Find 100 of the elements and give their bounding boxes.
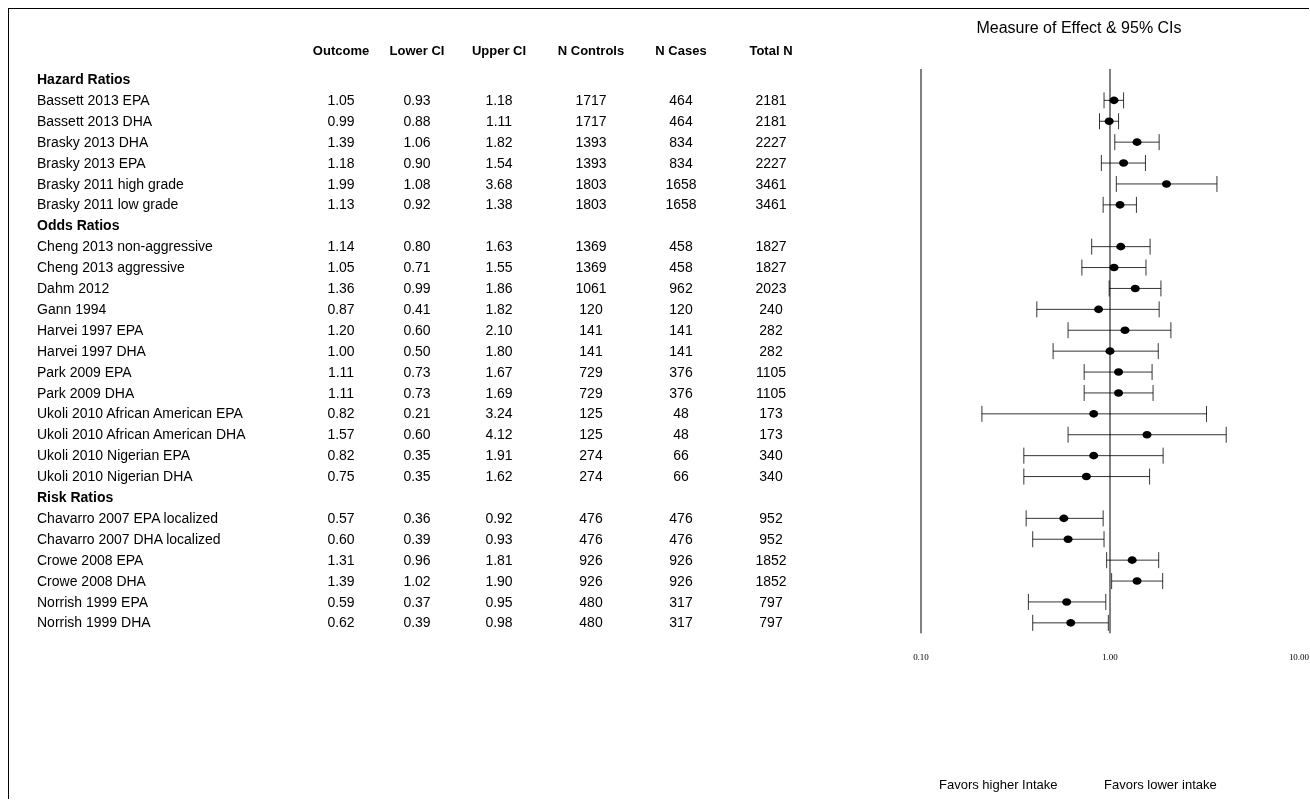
- data-label: 797: [759, 593, 783, 610]
- y-tick-label: Norrish 1999 EPA: [37, 593, 149, 610]
- data-label: 1852: [755, 551, 787, 568]
- x-tick-label: Lower CI: [389, 43, 445, 58]
- data-label: 1105: [755, 384, 787, 401]
- data-label: 2227: [755, 133, 787, 150]
- data-label: 1.90: [485, 572, 513, 589]
- y-tick-label: Ukoli 2010 African American DHA: [37, 426, 247, 443]
- data-label: 0.95: [485, 593, 513, 610]
- data-label: 125: [579, 405, 603, 422]
- data-label: 317: [669, 614, 693, 631]
- y-tick-label: Norrish 1999 DHA: [37, 614, 152, 631]
- data-label: 66: [673, 468, 689, 485]
- data-label: 952: [759, 530, 783, 547]
- data-label: 1717: [575, 112, 607, 129]
- x-tick-label: Upper CI: [471, 43, 527, 58]
- data-label: 458: [669, 259, 693, 276]
- data-label: 120: [669, 300, 693, 317]
- y-tick-label: Crowe 2008 DHA: [37, 572, 147, 589]
- data-label: 1.99: [327, 175, 355, 192]
- data-label: 1061: [575, 280, 607, 296]
- x-tick-label: 0.10: [913, 651, 930, 662]
- x-tick-label: Total N: [749, 43, 793, 58]
- data-label: 1.13: [327, 196, 355, 213]
- data-label: 240: [759, 300, 783, 317]
- data-label: 376: [669, 363, 693, 380]
- data-label: 0.90: [403, 154, 431, 171]
- data-label: 1.82: [485, 133, 513, 150]
- data-label: 1.11: [327, 363, 355, 380]
- data-label: 0.88: [403, 112, 431, 129]
- data-label: 1.80: [485, 342, 513, 359]
- data-label: 1.05: [327, 259, 355, 276]
- data-label: 1.62: [485, 468, 513, 485]
- data-label: 3.24: [485, 405, 513, 422]
- data-label: 1658: [665, 175, 697, 192]
- data-label: 1.82: [485, 300, 513, 317]
- data-label: 480: [579, 593, 603, 610]
- y-tick-label: Dahm 2012: [37, 280, 110, 296]
- data-label: 458: [669, 238, 693, 255]
- data-label: 1.31: [327, 551, 355, 568]
- data-label: 0.75: [327, 468, 355, 485]
- data-label: 66: [673, 447, 689, 464]
- data-label: 317: [669, 593, 693, 610]
- data-label: 952: [759, 509, 783, 526]
- data-label: 0.96: [403, 551, 431, 568]
- data-label: 340: [759, 447, 783, 464]
- data-label: 1.11: [485, 112, 513, 129]
- data-label: 1827: [755, 259, 787, 276]
- y-tick-label: Bassett 2013 EPA: [37, 91, 151, 108]
- y-tick-label: Ukoli 2010 African American EPA: [37, 405, 244, 422]
- y-tick-label: Chavarro 2007 EPA localized: [37, 509, 219, 526]
- y-tick-label: Harvei 1997 DHA: [37, 342, 147, 359]
- data-label: 0.93: [403, 91, 431, 108]
- data-label: 1369: [575, 238, 607, 255]
- data-label: 0.50: [403, 342, 431, 359]
- data-label: 1.36: [327, 280, 355, 296]
- data-label: 729: [579, 363, 603, 380]
- data-label: 0.92: [403, 196, 431, 213]
- data-label: 0.21: [403, 405, 431, 422]
- data-label: 2181: [755, 112, 787, 129]
- data-label: 3.68: [485, 175, 513, 192]
- data-label: 1.38: [485, 196, 513, 213]
- data-label: 1.00: [327, 342, 355, 359]
- y-tick-label: Cheng 2013 aggressive: [37, 259, 186, 276]
- data-label: 48: [673, 405, 689, 422]
- y-tick-label: Gann 1994: [37, 300, 107, 317]
- y-tick-label: Park 2009 DHA: [37, 384, 135, 401]
- data-label: 0.35: [403, 447, 431, 464]
- data-label: 464: [669, 91, 693, 108]
- y-tick-label: Odds Ratios: [37, 217, 120, 234]
- y-tick-label: Risk Ratios: [37, 489, 114, 505]
- data-label: 1.55: [485, 259, 513, 276]
- x-tick-label: Outcome: [312, 43, 370, 58]
- data-label: 340: [759, 468, 783, 485]
- text: Favors higher Intake: [939, 777, 1058, 792]
- data-label: 0.92: [485, 509, 513, 526]
- data-label: 1.20: [327, 321, 355, 338]
- data-label: 1.18: [327, 154, 355, 171]
- data-label: 1.67: [485, 363, 513, 380]
- y-tick-label: Chavarro 2007 DHA localized: [37, 530, 221, 547]
- data-label: 3461: [755, 175, 787, 192]
- data-label: 0.37: [403, 593, 431, 610]
- data-label: 1.39: [327, 572, 355, 589]
- data-label: 1.14: [327, 238, 355, 255]
- data-label: 48: [673, 426, 689, 443]
- data-label: 729: [579, 384, 603, 401]
- data-label: 4.12: [485, 426, 513, 443]
- text: Favors lower intake: [1104, 777, 1217, 792]
- chart-title: Measure of Effect & 95% CIs: [975, 19, 1183, 37]
- y-tick-label: Cheng 2013 non-aggressive: [37, 238, 214, 255]
- data-label: 926: [579, 572, 603, 589]
- data-label: 3461: [755, 196, 787, 213]
- data-label: 926: [669, 572, 693, 589]
- data-label: 0.35: [403, 468, 431, 485]
- data-label: 926: [579, 551, 603, 568]
- data-label: 0.73: [403, 384, 431, 401]
- data-label: 274: [579, 447, 603, 464]
- data-label: 282: [759, 342, 783, 359]
- data-label: 926: [669, 551, 693, 568]
- y-tick-label: Brasky 2013 DHA: [37, 133, 149, 150]
